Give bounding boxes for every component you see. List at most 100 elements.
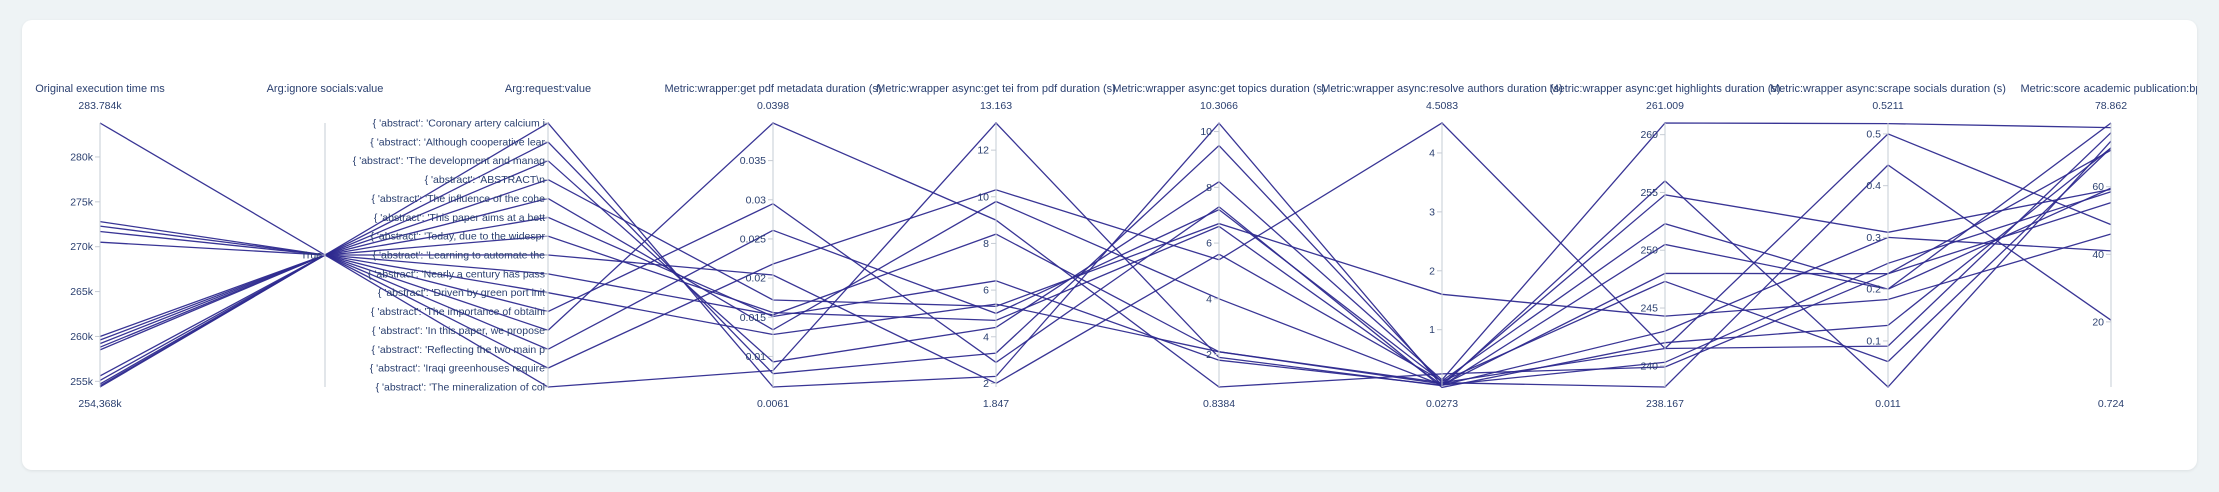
tick-label-authors-0: 1: [1429, 324, 1435, 336]
tick-label-score-2: 60: [2092, 181, 2104, 193]
tick-label-topics-4: 10: [1200, 126, 1212, 138]
axis-min-label-authors: 0.0273: [1426, 398, 1458, 410]
tick-label-tei-2: 6: [983, 285, 989, 297]
tick-label-exec-0: 255k: [70, 376, 94, 388]
axis-max-label-pdfmeta: 0.0398: [757, 100, 789, 112]
tick-label-socials-4: 0.5: [1866, 128, 1881, 140]
tick-label-authors-3: 4: [1429, 147, 1435, 159]
axis-min-label-exec: 254,368k: [78, 398, 122, 410]
axis-topics[interactable]: Metric:wrapper async:get topics duration…: [1112, 83, 1325, 410]
axis-title-topics: Metric:wrapper async:get topics duration…: [1112, 83, 1325, 95]
category-label-ignore-0: True: [301, 250, 322, 262]
category-label-request-9: { 'abstract': 'Driven by green port init: [378, 287, 545, 299]
tick-label-topics-0: 2: [1206, 349, 1212, 361]
axis-title-ignore: Arg:ignore socials:value: [267, 83, 384, 95]
tick-label-highlights-3: 255: [1640, 187, 1658, 199]
category-label-request-0: { 'abstract': 'Coronary artery calcium i: [373, 118, 545, 130]
axis-title-request: Arg:request:value: [505, 83, 591, 95]
data-line-4[interactable]: [99, 191, 2112, 386]
tick-label-tei-1: 4: [983, 331, 989, 343]
axis-title-tei: Metric:wrapper async:get tei from pdf du…: [876, 83, 1116, 95]
tick-label-authors-1: 2: [1429, 265, 1435, 277]
axis-tei[interactable]: Metric:wrapper async:get tei from pdf du…: [876, 83, 1116, 410]
data-line-1[interactable]: [99, 141, 2112, 388]
tick-label-exec-5: 280k: [70, 151, 94, 163]
tick-label-highlights-4: 260: [1640, 129, 1658, 141]
tick-label-pdfmeta-0: 0.01: [746, 351, 767, 363]
category-label-request-13: { 'abstract': 'Iraqi greenhouses require: [370, 363, 545, 375]
axis-highlights[interactable]: Metric:wrapper async:get highlights dura…: [1549, 83, 1780, 410]
tick-label-pdfmeta-1: 0.015: [740, 312, 766, 324]
axis-min-label-socials: 0.011: [1875, 398, 1901, 410]
data-line-11[interactable]: [99, 122, 2112, 388]
axis-title-exec: Original execution time ms: [35, 83, 165, 95]
axis-pdfmeta[interactable]: Metric:wrapper:get pdf metadata duration…: [664, 83, 881, 410]
data-line-2[interactable]: [99, 122, 2112, 381]
category-label-request-3: { 'abstract': 'ABSTRACT\n: [425, 174, 546, 186]
category-label-request-1: { 'abstract': 'Although cooperative lear: [370, 136, 545, 148]
axis-authors[interactable]: Metric:wrapper async:resolve authors dur…: [1321, 83, 1562, 410]
axis-title-authors: Metric:wrapper async:resolve authors dur…: [1321, 83, 1562, 95]
axis-max-label-highlights: 261.009: [1646, 100, 1684, 112]
axis-title-socials: Metric:wrapper async:scrape socials dura…: [1770, 83, 2006, 95]
axis-max-label-tei: 13.163: [980, 100, 1012, 112]
axis-exec[interactable]: Original execution time ms 283.784k 254,36…: [35, 83, 165, 410]
tick-label-exec-1: 260k: [70, 331, 94, 343]
tick-label-highlights-0: 240: [1640, 360, 1658, 372]
chart-card: Original execution time ms 283.784k 254,36…: [22, 20, 2197, 470]
axis-min-label-topics: 0.8384: [1203, 398, 1235, 410]
axis-title-highlights: Metric:wrapper async:get highlights dura…: [1549, 83, 1780, 95]
category-label-request-8: { 'abstract': 'Nearly a century has pass: [368, 268, 545, 280]
axis-max-label-socials: 0.5211: [1872, 100, 1903, 112]
tick-label-exec-4: 275k: [70, 196, 94, 208]
tick-label-tei-3: 8: [983, 238, 989, 250]
tick-label-socials-2: 0.3: [1866, 232, 1881, 244]
axis-socials[interactable]: Metric:wrapper async:scrape socials dura…: [1770, 83, 2006, 410]
axis-min-label-pdfmeta: 0.0061: [757, 398, 789, 410]
tick-label-socials-1: 0.2: [1866, 284, 1881, 296]
data-line-13[interactable]: [99, 122, 2112, 388]
axis-max-label-exec: 283.784k: [78, 100, 122, 112]
data-line-7[interactable]: [99, 187, 2112, 385]
tick-label-socials-3: 0.4: [1866, 180, 1881, 192]
axis-ignore[interactable]: Arg:ignore socials:value True: [267, 83, 384, 387]
tick-label-topics-2: 6: [1206, 238, 1212, 250]
parallel-coordinates-chart: Original execution time ms 283.784k 254,36…: [35, 83, 2197, 410]
category-label-request-10: { 'abstract': 'The importance of obtaini: [371, 306, 545, 318]
tick-label-topics-1: 4: [1206, 293, 1212, 305]
tick-label-highlights-2: 250: [1640, 245, 1658, 257]
axis-title-pdfmeta: Metric:wrapper:get pdf metadata duration…: [664, 83, 881, 95]
axis-max-label-score: 78.862: [2095, 100, 2127, 112]
category-label-request-14: { 'abstract': 'The mineralization of col: [376, 382, 545, 394]
tick-label-authors-2: 3: [1429, 206, 1435, 218]
tick-label-socials-0: 0.1: [1866, 335, 1881, 347]
category-label-request-5: { 'abstract': 'This paper aims at a bett: [374, 212, 545, 224]
axis-title-score: Metric:score academic publication:bp: [2021, 83, 2197, 95]
data-line-12[interactable]: [99, 147, 2112, 385]
category-label-request-4: { 'abstract': 'The influence of the cohe: [371, 193, 545, 205]
axis-score[interactable]: Metric:score academic publication:bp 78.8…: [2021, 83, 2197, 410]
data-lines: [99, 122, 2112, 389]
category-label-request-11: { 'abstract': 'In this paper, we propose: [372, 325, 545, 337]
data-line-6[interactable]: [99, 149, 2112, 386]
category-label-request-6: { 'abstract': 'Today, due to the widespr: [370, 231, 545, 243]
tick-label-score-1: 40: [2092, 249, 2104, 261]
axis-min-label-highlights: 238.167: [1646, 398, 1684, 410]
axis-max-label-authors: 4.5083: [1426, 100, 1458, 112]
category-label-request-12: { 'abstract': 'Reflecting the two main p: [371, 344, 545, 356]
axis-max-label-topics: 10.3066: [1200, 100, 1238, 112]
category-label-request-7: { 'abstract': 'Learning to automate the: [373, 250, 546, 262]
data-line-9[interactable]: [99, 188, 2112, 385]
data-line-3[interactable]: [99, 178, 2112, 317]
data-line-8[interactable]: [99, 133, 2112, 384]
tick-label-tei-5: 12: [977, 145, 989, 157]
axis-request[interactable]: Arg:request:value { 'abstract': 'Coronary…: [353, 83, 591, 394]
tick-label-exec-3: 270k: [70, 241, 94, 253]
tick-label-score-0: 20: [2092, 316, 2104, 328]
tick-label-highlights-1: 245: [1640, 303, 1658, 315]
tick-label-tei-4: 10: [977, 191, 989, 203]
data-line-10[interactable]: [99, 147, 2112, 389]
axes: Original execution time ms 283.784k 254,36…: [35, 83, 2197, 410]
category-label-request-2: { 'abstract': 'The development and manag: [353, 155, 545, 167]
data-line-14[interactable]: [99, 122, 2112, 388]
